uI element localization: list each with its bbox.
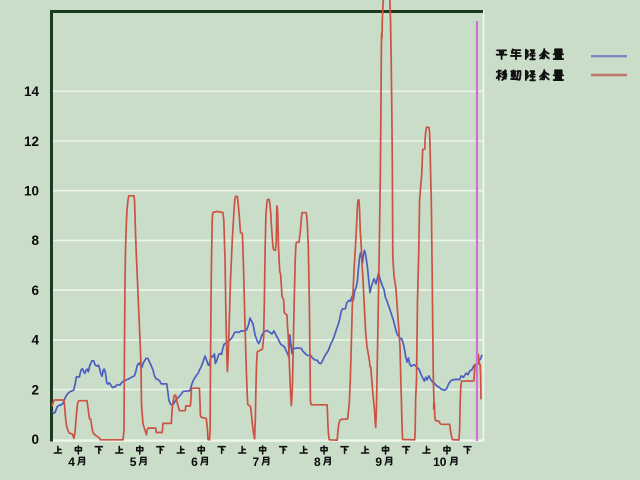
svg-text:10: 10 (433, 455, 447, 469)
svg-text:14: 14 (24, 84, 40, 99)
svg-text:10: 10 (24, 184, 39, 199)
svg-text:7: 7 (253, 455, 260, 469)
svg-text:4: 4 (68, 455, 75, 469)
svg-text:6: 6 (191, 455, 198, 469)
svg-text:9: 9 (375, 455, 382, 469)
svg-text:8: 8 (314, 455, 321, 469)
svg-text:6: 6 (31, 283, 39, 298)
svg-text:8: 8 (31, 233, 39, 248)
svg-text:5: 5 (130, 455, 137, 469)
svg-text:2: 2 (31, 382, 39, 397)
svg-text:4: 4 (31, 333, 39, 348)
svg-text:0: 0 (31, 432, 39, 447)
svg-text:12: 12 (24, 134, 39, 149)
